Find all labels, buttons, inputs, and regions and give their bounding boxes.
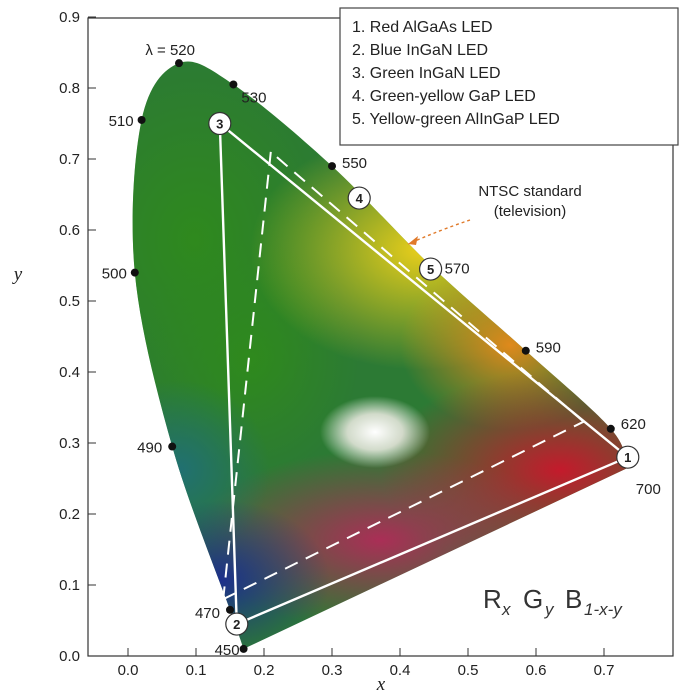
led-marker-label-2: 2 <box>233 617 240 632</box>
formula-r-sub: x <box>501 600 511 619</box>
y-tick-label-4: 0.4 <box>59 364 80 381</box>
led-marker-1 <box>616 445 640 469</box>
led-marker-5 <box>419 257 443 281</box>
y-tick-label-5: 0.5 <box>59 293 80 310</box>
ntsc-annotation: NTSC standard (television) <box>407 183 582 245</box>
wavelength-label-7: 550 <box>342 155 367 172</box>
formula-g: G <box>523 584 543 614</box>
x-tick-label-4: 0.4 <box>390 662 411 679</box>
x-tick-label-0: 0.0 <box>118 662 139 679</box>
wavelength-dot-1 <box>226 605 234 614</box>
wavelength-dot-3 <box>130 268 139 277</box>
x-axis-ticks: 0.0 0.1 0.2 0.3 0.4 0.5 0.6 0.7 <box>118 648 615 679</box>
ntsc-edge-green-blue <box>222 151 272 600</box>
legend-item-3: 3. Green InGaN LED <box>352 65 501 82</box>
wavelength-dot-7 <box>328 162 336 171</box>
x-axis-title: x <box>376 674 386 695</box>
y-tick-label-2: 0.2 <box>59 506 80 523</box>
formula-b-sub: 1-x-y <box>584 600 623 619</box>
ntsc-edge-blue-red <box>222 420 585 601</box>
led-marker-label-5: 5 <box>427 262 434 277</box>
wavelength-label-0: 450 <box>215 642 240 659</box>
y-tick-label-7: 0.7 <box>59 151 80 168</box>
wavelength-dot-6 <box>229 80 238 89</box>
x-tick-label-7: 0.7 <box>594 662 615 679</box>
legend: 1. Red AlGaAs LED 2. Blue InGaN LED 3. G… <box>339 7 679 146</box>
led-gamut-triangle <box>218 120 631 626</box>
y-tick-label-6: 0.6 <box>59 222 80 239</box>
x-tick-label-2: 0.2 <box>254 662 275 679</box>
wavelength-dot-5 <box>175 59 183 68</box>
wavelength-dot-4 <box>137 115 146 124</box>
wavelength-dot-10 <box>606 424 615 433</box>
led-marker-label-1: 1 <box>624 450 631 465</box>
x-tick-label-5: 0.5 <box>458 662 479 679</box>
wavelength-label-3: 500 <box>102 266 127 283</box>
y-tick-label-3: 0.3 <box>59 435 80 452</box>
wavelength-label-1: 470 <box>195 605 220 622</box>
wavelength-label-9: 590 <box>536 340 561 357</box>
formula-b: B <box>565 584 582 614</box>
wavelength-label-6: 530 <box>241 89 266 106</box>
led-marker-3 <box>208 111 232 136</box>
wavelength-dot-2 <box>168 442 177 451</box>
led-markers: 1 2 3 4 5 <box>208 111 640 636</box>
ntsc-arrowhead <box>408 236 418 245</box>
x-tick-label-6: 0.6 <box>526 662 547 679</box>
wavelength-label-11: 700 <box>636 481 661 498</box>
legend-item-4: 4. Green-yellow GaP LED <box>352 88 536 105</box>
led-marker-2 <box>225 612 249 636</box>
color-blue-region <box>132 500 330 649</box>
formula-g-sub: y <box>544 600 555 619</box>
y-axis-ticks: 0.0 0.1 0.2 0.3 0.4 0.5 0.6 0.7 0.8 0.9 <box>59 9 96 665</box>
legend-item-1: 1. Red AlGaAs LED <box>352 19 493 36</box>
wavelength-dot-9 <box>521 346 530 355</box>
wavelength-label-10: 620 <box>621 416 646 433</box>
wavelength-label-4: 510 <box>109 113 134 130</box>
y-axis-title: y <box>12 264 23 285</box>
y-tick-label-1: 0.1 <box>59 577 80 594</box>
led-marker-label-4: 4 <box>356 191 364 206</box>
led-marker-label-3: 3 <box>216 117 223 132</box>
color-white-region <box>320 396 430 468</box>
x-tick-label-1: 0.1 <box>186 662 207 679</box>
legend-item-2: 2. Blue InGaN LED <box>352 42 488 59</box>
led-marker-4 <box>347 186 371 210</box>
legend-item-5: 5. Yellow-green AlInGaP LED <box>352 111 560 128</box>
wavelength-label-2: 490 <box>137 440 162 457</box>
y-tick-label-9: 0.9 <box>59 9 80 26</box>
wavelength-dot-0 <box>239 644 248 653</box>
wavelength-markers: 450 470 490 500 510 λ = 520 530 550 570 590 620 700 <box>102 42 661 659</box>
y-tick-label-8: 0.8 <box>59 80 80 97</box>
formula-r: R <box>483 584 502 614</box>
wavelength-label-8: 570 <box>445 261 470 278</box>
y-tick-label-0: 0.0 <box>59 648 80 665</box>
x-tick-label-3: 0.3 <box>322 662 343 679</box>
ntsc-label-line2: (television) <box>494 203 567 220</box>
legend-box <box>339 7 679 146</box>
ntsc-arrow <box>407 219 471 245</box>
ntsc-triangle <box>222 151 585 601</box>
ntsc-label-line1: NTSC standard <box>478 183 581 200</box>
wavelength-label-5: λ = 520 <box>145 42 195 59</box>
rgb-formula: R x G y B 1-x-y <box>483 584 623 619</box>
